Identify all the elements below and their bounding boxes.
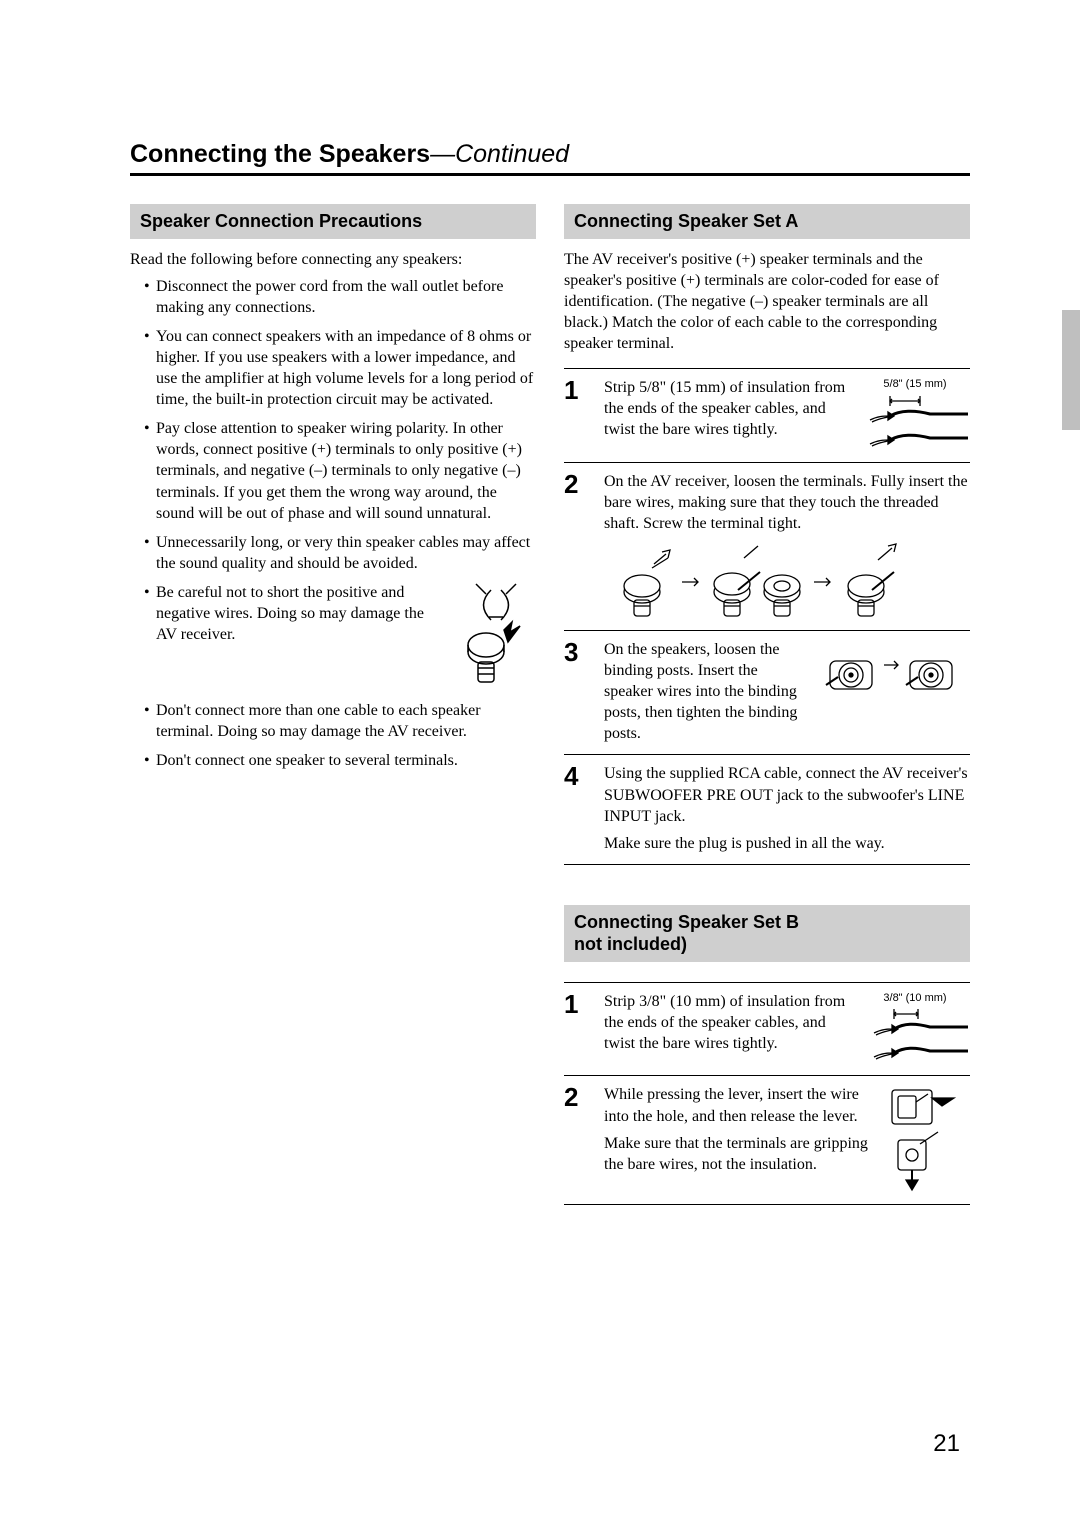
list-item: Disconnect the power cord from the wall …	[144, 276, 536, 318]
two-column-layout: Speaker Connection Precautions Read the …	[130, 204, 970, 1205]
step-text: Strip 3/8" (10 mm) of insulation from th…	[604, 991, 850, 1054]
thumb-tab	[1062, 310, 1080, 430]
step-text: On the speakers, loosen the binding post…	[604, 639, 810, 745]
right-column: Connecting Speaker Set A The AV receiver…	[564, 204, 970, 1205]
step-text: Using the supplied RCA cable, connect th…	[604, 763, 970, 826]
list-item: Be careful not to short the positive and…	[144, 582, 536, 692]
step-number: 1	[564, 377, 592, 452]
step-row: 2 On the AV receiver, loosen the termina…	[564, 462, 970, 630]
step-text: While pressing the lever, insert the wir…	[604, 1084, 874, 1126]
steps-set-b: 1 Strip 3/8" (10 mm) of insulation from …	[564, 982, 970, 1206]
short-circuit-icon	[456, 582, 536, 692]
strip-wire-icon: 3/8" (10 mm)	[860, 991, 970, 1066]
list-item: Don't connect one speaker to several ter…	[144, 750, 536, 771]
precautions-list: Disconnect the power cord from the wall …	[130, 276, 536, 772]
title-text: Connecting the Speakers	[130, 140, 430, 168]
strip-wire-icon: 5/8" (15 mm)	[860, 377, 970, 452]
step-number: 1	[564, 991, 592, 1066]
step-row: 1 Strip 3/8" (10 mm) of insulation from …	[564, 982, 970, 1076]
page-title: Connecting the Speakers—Continued	[130, 140, 970, 169]
section-header-precautions: Speaker Connection Precautions	[130, 204, 536, 239]
set-b-header-line1: Connecting Speaker Set B	[574, 912, 799, 932]
step-row: 3 On the speakers, loosen the binding po…	[564, 630, 970, 755]
section-header-set-b: Connecting Speaker Set B not included)	[564, 905, 970, 962]
section-header-set-a: Connecting Speaker Set A	[564, 204, 970, 239]
page-container: Connecting the Speakers—Continued Speake…	[0, 0, 1080, 1265]
title-continued: —Continued	[430, 140, 569, 168]
step-text-2: Make sure that the terminals are grippin…	[604, 1133, 874, 1175]
step-row: 1 Strip 5/8" (15 mm) of insulation from …	[564, 368, 970, 462]
step-row: 4 Using the supplied RCA cable, connect …	[564, 754, 970, 864]
step-row: 2 While pressing the lever, insert the w…	[564, 1075, 970, 1205]
step-text: On the AV receiver, loosen the terminals…	[604, 471, 970, 534]
step-number: 2	[564, 471, 592, 620]
step-text-2: Make sure the plug is pushed in all the …	[604, 833, 970, 854]
list-item: Don't connect more than one cable to eac…	[144, 700, 536, 742]
strip-length-label: 5/8" (15 mm)	[860, 377, 970, 392]
title-rule	[130, 173, 970, 176]
strip-length-label: 3/8" (10 mm)	[860, 991, 970, 1006]
set-a-intro: The AV receiver's positive (+) speaker t…	[564, 249, 970, 355]
step-number: 3	[564, 639, 592, 745]
list-item-text: Be careful not to short the positive and…	[156, 582, 446, 645]
set-b-header-line2: not included)	[574, 934, 687, 954]
list-item: Unnecessarily long, or very thin speaker…	[144, 532, 536, 574]
lever-terminal-icon	[884, 1084, 970, 1194]
binding-post-icon	[820, 639, 970, 703]
terminal-sequence-icon	[604, 542, 970, 620]
step-number: 4	[564, 763, 592, 853]
precautions-intro: Read the following before connecting any…	[130, 249, 536, 270]
step-number: 2	[564, 1084, 592, 1194]
page-number: 21	[933, 1430, 960, 1458]
step-text: Strip 5/8" (15 mm) of insulation from th…	[604, 377, 850, 440]
list-item: Pay close attention to speaker wiring po…	[144, 418, 536, 524]
list-item: You can connect speakers with an impedan…	[144, 326, 536, 410]
left-column: Speaker Connection Precautions Read the …	[130, 204, 536, 1205]
steps-set-a: 1 Strip 5/8" (15 mm) of insulation from …	[564, 368, 970, 865]
